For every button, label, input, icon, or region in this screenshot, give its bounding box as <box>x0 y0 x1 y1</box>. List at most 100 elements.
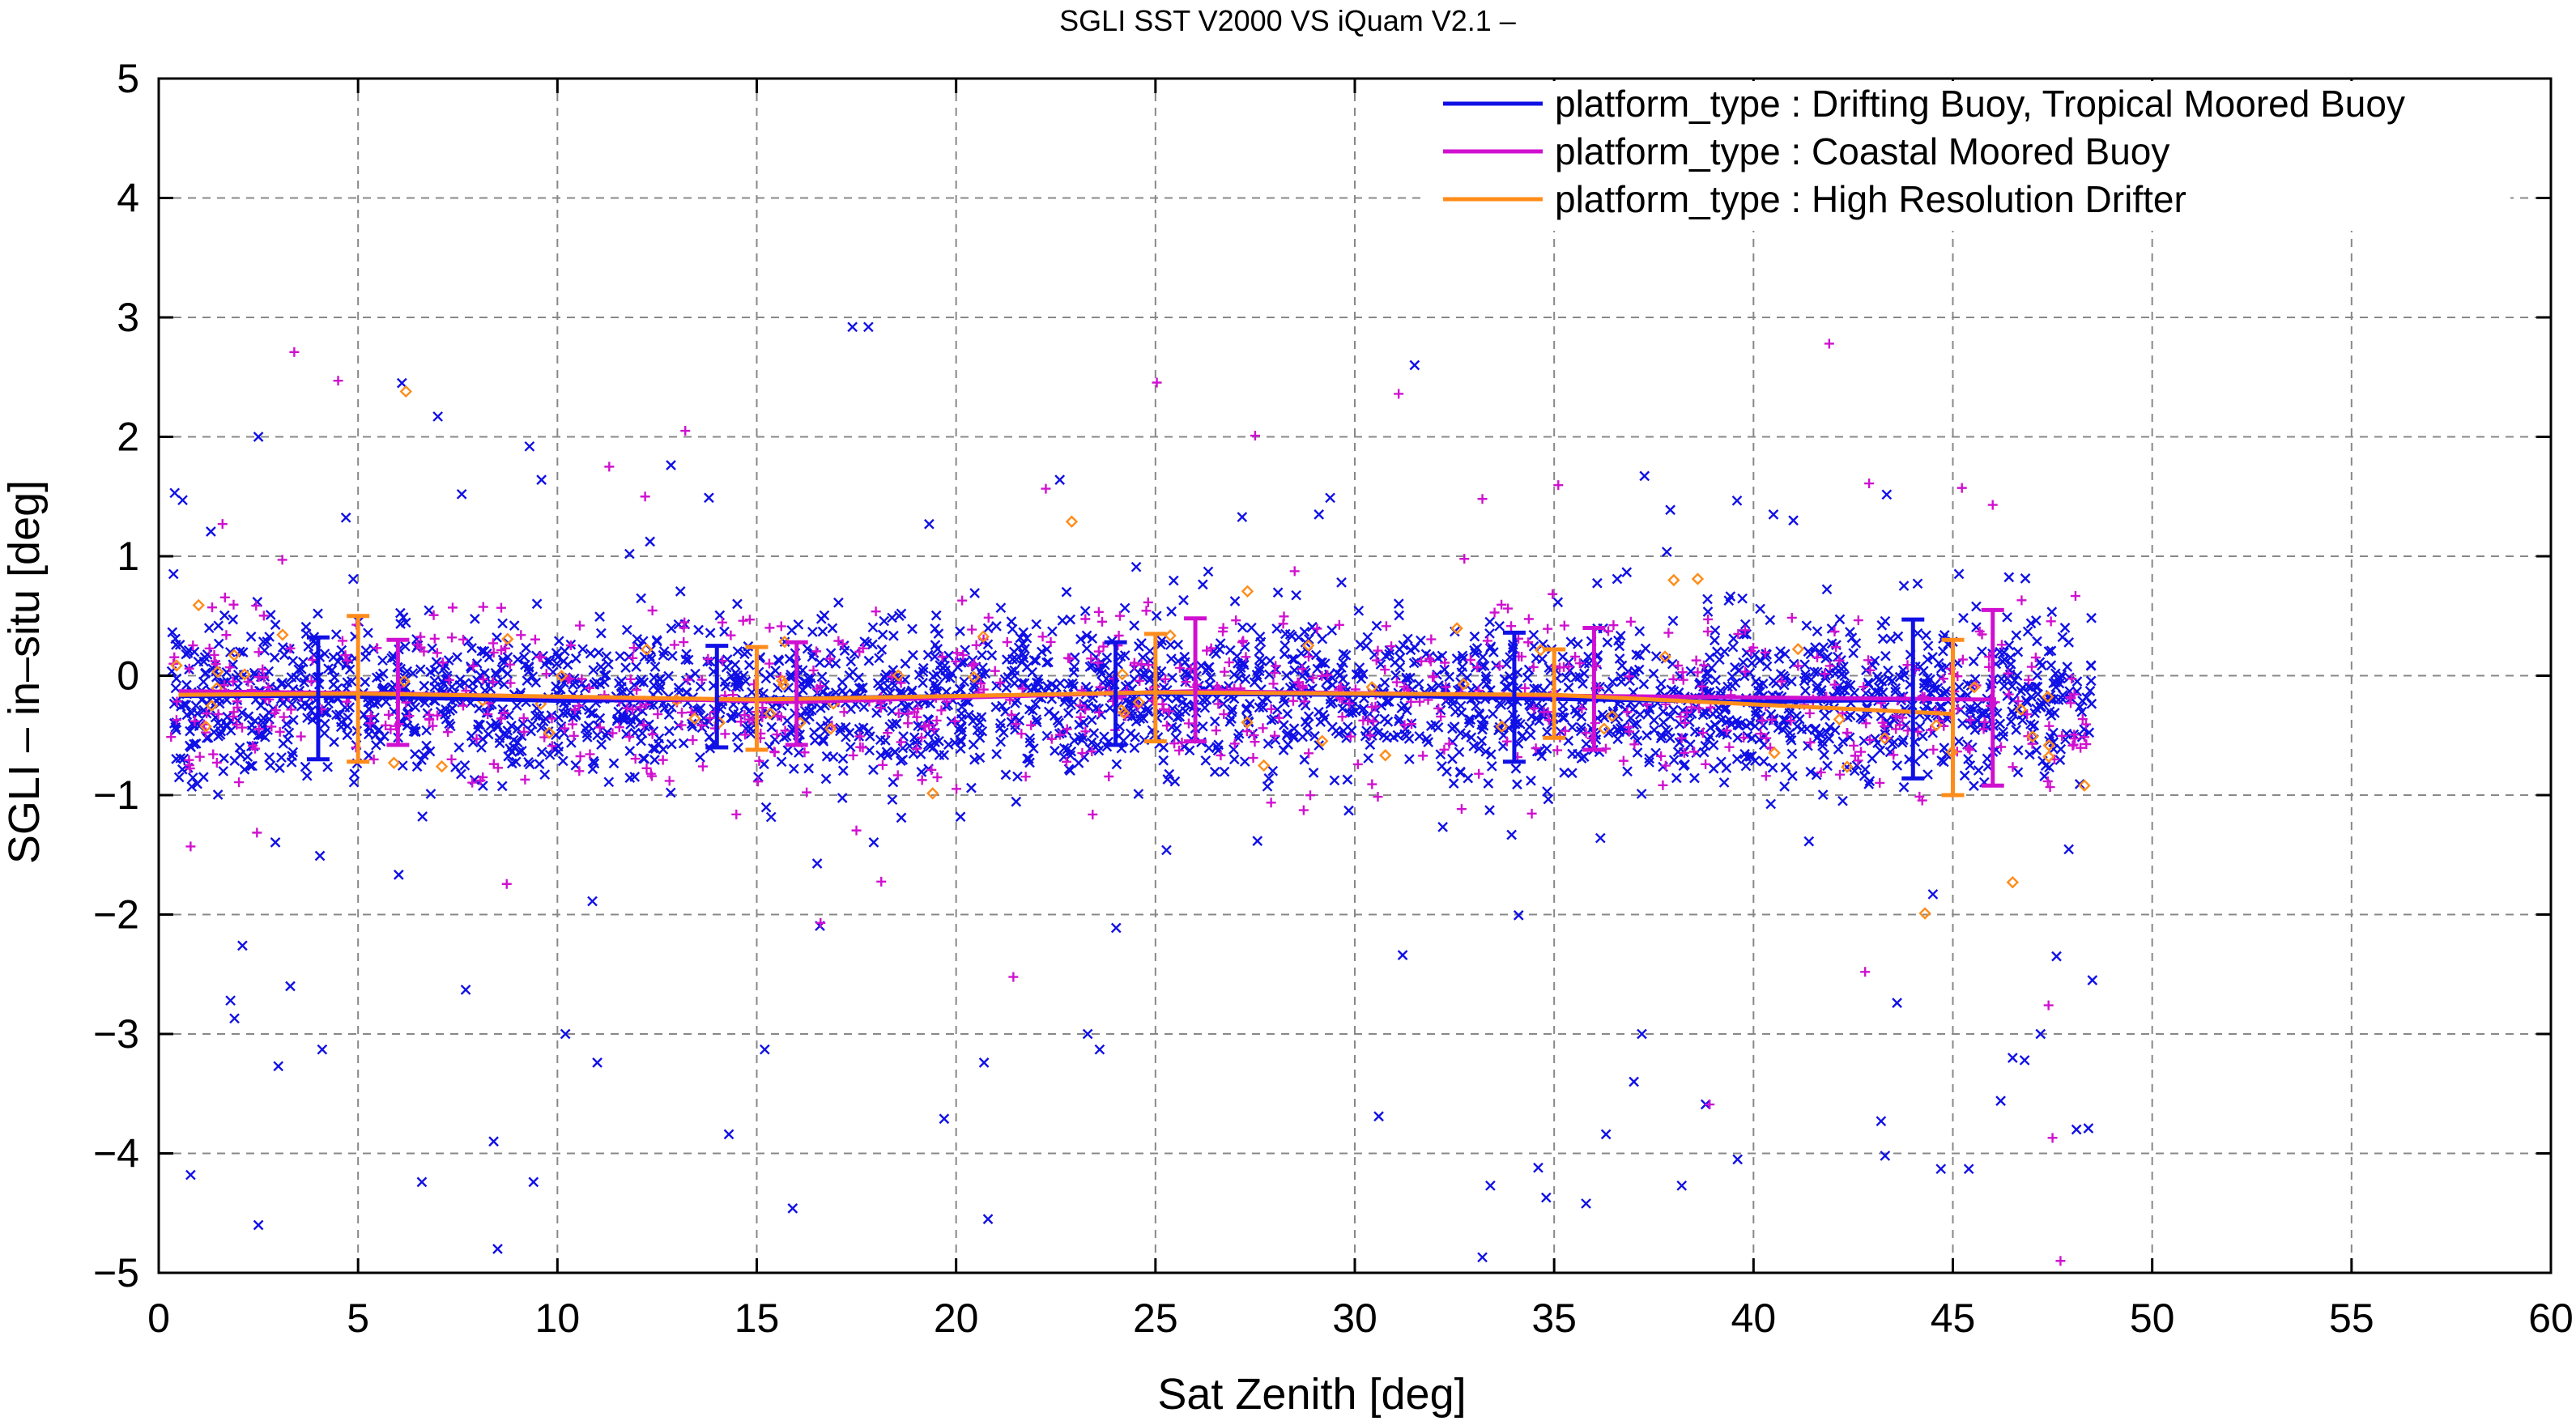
data-point <box>613 706 624 717</box>
data-point <box>2059 623 2071 633</box>
data-point <box>1512 779 1522 790</box>
data-point <box>199 720 212 734</box>
data-point <box>562 659 573 670</box>
data-point <box>871 708 882 718</box>
data-point <box>1930 719 1943 732</box>
data-point <box>1543 623 1553 634</box>
data-point <box>665 787 676 798</box>
data-point <box>1780 762 1791 772</box>
data-point <box>1474 768 1484 779</box>
y-tick-label: 1 <box>117 534 139 579</box>
data-point <box>1656 751 1667 761</box>
data-point <box>638 720 649 730</box>
data-point <box>1755 687 1765 697</box>
data-point <box>1837 795 1848 806</box>
data-point <box>663 709 675 720</box>
data-point <box>510 756 522 768</box>
data-point <box>211 666 224 679</box>
data-point <box>2077 714 2088 725</box>
data-point <box>1065 614 1076 625</box>
data-point <box>1063 679 1075 690</box>
data-point <box>570 653 581 664</box>
data-point <box>1022 682 1033 693</box>
data-point <box>577 674 587 684</box>
data-point <box>1237 637 1248 648</box>
x-tick-label: 35 <box>1531 1295 1577 1341</box>
data-point <box>1104 772 1114 782</box>
data-point <box>1918 730 1928 742</box>
data-point <box>1309 730 1320 742</box>
data-point <box>896 678 906 688</box>
data-point <box>1129 620 1139 631</box>
data-point <box>218 766 229 776</box>
data-point <box>1174 662 1185 673</box>
data-point <box>1522 672 1533 683</box>
data-point <box>229 755 241 766</box>
data-point <box>664 776 675 786</box>
data-point <box>1810 723 1821 734</box>
data-point <box>693 624 704 636</box>
data-point <box>1779 781 1790 792</box>
data-point <box>188 640 198 651</box>
data-point <box>575 751 585 761</box>
x-tick-label: 5 <box>347 1295 369 1341</box>
data-point <box>1853 615 1863 626</box>
data-point <box>1336 577 1347 588</box>
data-point <box>1727 681 1738 691</box>
data-point <box>1537 653 1548 665</box>
data-point <box>379 730 390 742</box>
data-point <box>654 679 665 690</box>
data-point <box>1731 754 1743 764</box>
data-point <box>1637 1028 1647 1040</box>
data-point <box>1680 717 1690 728</box>
data-point <box>1214 644 1225 655</box>
data-point <box>2063 844 2074 855</box>
data-point <box>628 653 638 663</box>
data-point <box>1754 655 1765 666</box>
data-point <box>1697 728 1708 738</box>
data-point <box>1661 725 1671 735</box>
data-point <box>1183 718 1194 729</box>
x-tick-label: 45 <box>1931 1295 1976 1341</box>
data-point <box>1373 727 1384 738</box>
data-point <box>666 460 676 470</box>
data-point <box>1167 672 1177 683</box>
data-point <box>1718 777 1730 788</box>
data-point <box>764 623 775 633</box>
data-point <box>1524 721 1535 733</box>
data-point <box>1007 653 1018 665</box>
data-point <box>1158 755 1169 766</box>
data-point <box>1403 734 1415 744</box>
data-point <box>192 598 205 612</box>
data-point <box>1368 717 1378 727</box>
data-point <box>1006 717 1017 728</box>
data-point <box>215 679 225 689</box>
data-point <box>1526 775 1536 786</box>
data-point <box>653 709 663 720</box>
data-point <box>174 640 185 650</box>
data-point <box>759 1044 770 1055</box>
data-point <box>732 598 743 610</box>
data-point <box>1599 712 1610 723</box>
data-point <box>1209 716 1220 727</box>
data-point <box>419 680 430 691</box>
data-point <box>1300 700 1311 711</box>
data-point <box>178 753 189 764</box>
data-point <box>766 721 777 733</box>
data-point <box>1768 509 1779 520</box>
data-point <box>1158 704 1169 714</box>
error-bar <box>1104 640 1127 747</box>
data-point <box>1466 732 1477 743</box>
data-point <box>1093 657 1104 668</box>
data-point <box>765 811 777 823</box>
data-point <box>1851 760 1863 771</box>
data-point <box>955 626 965 636</box>
data-point <box>199 652 211 663</box>
data-point <box>1829 626 1840 636</box>
data-point <box>776 756 787 768</box>
x-tick-label: 0 <box>147 1295 170 1341</box>
data-point <box>429 682 441 692</box>
data-point <box>1350 705 1361 717</box>
data-point <box>368 754 379 764</box>
data-point <box>863 321 874 333</box>
